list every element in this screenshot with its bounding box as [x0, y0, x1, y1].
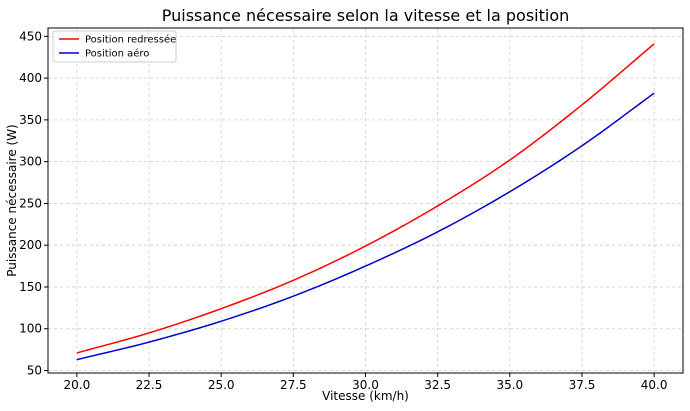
x-tick-label: 32.5 — [424, 378, 451, 392]
y-tick-label: 100 — [19, 322, 42, 336]
x-tick-label: 27.5 — [280, 378, 307, 392]
x-tick-label: 20.0 — [64, 378, 91, 392]
grid — [48, 28, 683, 373]
y-tick-label: 200 — [19, 238, 42, 252]
x-tick-label: 40.0 — [641, 378, 668, 392]
y-tick-label: 300 — [19, 155, 42, 169]
legend-label-aero: Position aéro — [85, 48, 149, 60]
x-axis: 20.0 22.5 25.0 27.5 30.0 32.5 35.0 37.5 40.0 — [64, 373, 668, 392]
legend-label-redressee: Position redressée — [85, 34, 176, 46]
chart-title: Puissance nécessaire selon la vitesse et… — [162, 6, 570, 25]
x-axis-label: Vitesse (km/h) — [322, 389, 409, 403]
series-line-aero — [76, 92, 655, 361]
y-axis: 50 100 150 200 250 300 350 400 450 — [19, 29, 48, 377]
y-axis-label: Puissance nécessaire (W) — [5, 124, 19, 276]
y-tick-label: 50 — [27, 363, 42, 377]
plot-area-frame — [47, 27, 684, 374]
x-tick-label: 22.5 — [136, 378, 163, 392]
series-layer — [76, 43, 655, 361]
x-tick-label: 35.0 — [496, 378, 523, 392]
x-tick-label: 30.0 — [352, 378, 379, 392]
y-tick-label: 450 — [19, 29, 42, 43]
x-tick-label: 25.0 — [208, 378, 235, 392]
legend: Position redressée Position aéro — [52, 30, 177, 63]
series-line-redressee — [76, 43, 655, 354]
x-tick-label: 37.5 — [569, 378, 596, 392]
y-tick-label: 400 — [19, 71, 42, 85]
y-tick-label: 350 — [19, 113, 42, 127]
y-tick-label: 250 — [19, 196, 42, 210]
y-tick-label: 150 — [19, 280, 42, 294]
legend-box — [52, 30, 177, 63]
